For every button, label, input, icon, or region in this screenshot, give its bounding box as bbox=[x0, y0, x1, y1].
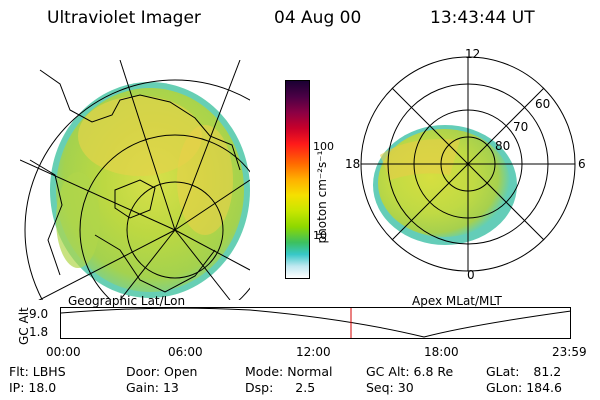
colorbar bbox=[285, 80, 310, 279]
param-dsp-label: Dsp: bbox=[245, 380, 274, 395]
param-door-label: Door: bbox=[126, 364, 161, 379]
colorbar-label: photon cm⁻²s⁻¹ bbox=[315, 150, 329, 244]
param-gain-value: 13 bbox=[162, 380, 179, 395]
param-gain: Gain: 13 bbox=[126, 380, 179, 395]
param-glon: GLon: 184.6 bbox=[486, 380, 562, 395]
param-gc-alt-value: 6.8 Re bbox=[413, 364, 454, 379]
orbit-xtick-1200: 12:00 bbox=[296, 345, 331, 359]
param-filter-value: LBHS bbox=[32, 364, 66, 379]
orbit-xtick-0600: 06:00 bbox=[168, 345, 203, 359]
param-mode-label: Mode: bbox=[245, 364, 284, 379]
param-glat-value: 81.2 bbox=[533, 364, 562, 379]
mlt-label-12: 12 bbox=[465, 47, 481, 61]
orbit-ytick-high: 9.0 bbox=[29, 307, 49, 321]
mlat-label-80: 80 bbox=[495, 139, 511, 153]
param-gain-label: Gain: bbox=[126, 380, 159, 395]
mlat-label-70: 70 bbox=[513, 120, 529, 134]
param-door-value: Open bbox=[164, 364, 198, 379]
param-glat-label: GLat: bbox=[486, 364, 520, 379]
param-dsp: Dsp: 2.5 bbox=[245, 380, 315, 395]
param-gc-alt-label: GC Alt: bbox=[366, 364, 410, 379]
orbit-xtick-1800: 18:00 bbox=[424, 345, 459, 359]
param-glon-value: 184.6 bbox=[526, 380, 562, 395]
time-label: 13:43:44 UT bbox=[430, 8, 535, 28]
param-gc-alt: GC Alt: 6.8 Re bbox=[366, 364, 453, 379]
param-ip-label: IP: bbox=[9, 380, 25, 395]
param-filter: Flt: LBHS bbox=[9, 364, 66, 379]
param-filter-label: Flt: bbox=[9, 364, 29, 379]
orbit-xtick-0000: 00:00 bbox=[46, 345, 81, 359]
param-mode-value: Normal bbox=[287, 364, 333, 379]
param-ip-value: 18.0 bbox=[28, 380, 57, 395]
mlat-label-60: 60 bbox=[535, 97, 551, 111]
geographic-label: Geographic Lat/Lon bbox=[68, 294, 186, 308]
param-door: Door: Open bbox=[126, 364, 197, 379]
orbit-plot bbox=[60, 307, 572, 339]
geographic-image bbox=[20, 60, 250, 300]
param-glon-label: GLon: bbox=[486, 380, 523, 395]
orbit-xtick-2359: 23:59 bbox=[552, 345, 587, 359]
param-seq-label: Seq: bbox=[366, 380, 394, 395]
param-seq-value: 30 bbox=[397, 380, 414, 395]
colorbar-tick-10: 10 bbox=[313, 229, 327, 242]
date-label: 04 Aug 00 bbox=[274, 8, 362, 28]
param-mode: Mode: Normal bbox=[245, 364, 333, 379]
orbit-ytick-low: 1.8 bbox=[29, 325, 49, 339]
mlt-label-0: 0 bbox=[467, 268, 475, 282]
mlt-label-18: 18 bbox=[345, 157, 361, 171]
apex-polar-plot bbox=[360, 56, 576, 272]
mlt-label-6: 6 bbox=[578, 157, 586, 171]
param-seq: Seq: 30 bbox=[366, 380, 414, 395]
param-dsp-value: 2.5 bbox=[295, 380, 316, 395]
apex-label: Apex MLat/MLT bbox=[412, 294, 502, 308]
param-glat: GLat: 81.2 bbox=[486, 364, 561, 379]
instrument-title: Ultraviolet Imager bbox=[47, 8, 201, 28]
colorbar-tick-100: 100 bbox=[313, 140, 334, 153]
param-ip: IP: 18.0 bbox=[9, 380, 56, 395]
